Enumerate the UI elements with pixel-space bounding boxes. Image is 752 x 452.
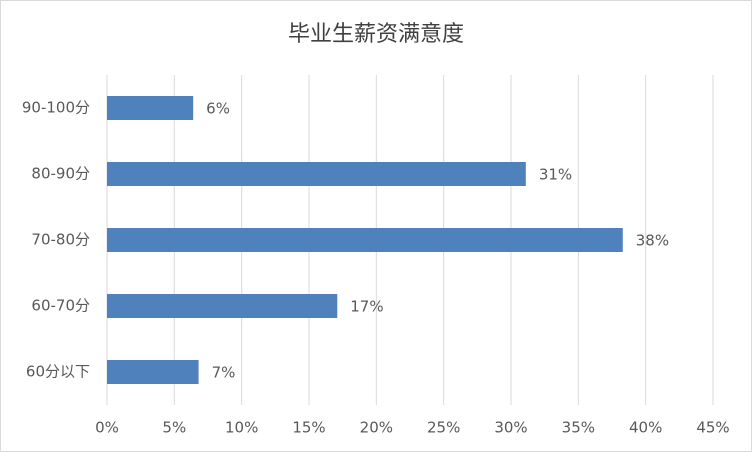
bar: [107, 162, 526, 186]
x-tick-label: 30%: [494, 419, 527, 437]
data-label: 6%: [206, 100, 230, 118]
y-tick-label: 90-100分: [22, 99, 90, 117]
x-tick-label: 45%: [696, 419, 729, 437]
data-label: 31%: [539, 166, 572, 184]
y-tick-label: 60-70分: [31, 297, 90, 315]
y-tick-label: 60分以下: [26, 363, 90, 381]
x-tick-label: 40%: [629, 419, 662, 437]
data-label: 17%: [350, 298, 383, 316]
y-tick-label: 80-90分: [31, 165, 90, 183]
x-tick-label: 5%: [162, 419, 186, 437]
chart-title: 毕业生薪资满意度: [288, 22, 464, 47]
bar: [107, 294, 338, 318]
bar: [107, 360, 199, 384]
y-tick-label: 70-80分: [31, 231, 90, 249]
x-tick-label: 0%: [95, 419, 119, 437]
data-label: 7%: [212, 364, 236, 382]
x-tick-label: 10%: [225, 419, 258, 437]
x-tick-label: 15%: [292, 419, 325, 437]
data-label: 38%: [636, 232, 669, 250]
x-tick-label: 25%: [427, 419, 460, 437]
bar: [107, 96, 194, 120]
x-tick-label: 20%: [360, 419, 393, 437]
bar: [107, 228, 623, 252]
x-tick-label: 35%: [562, 419, 595, 437]
